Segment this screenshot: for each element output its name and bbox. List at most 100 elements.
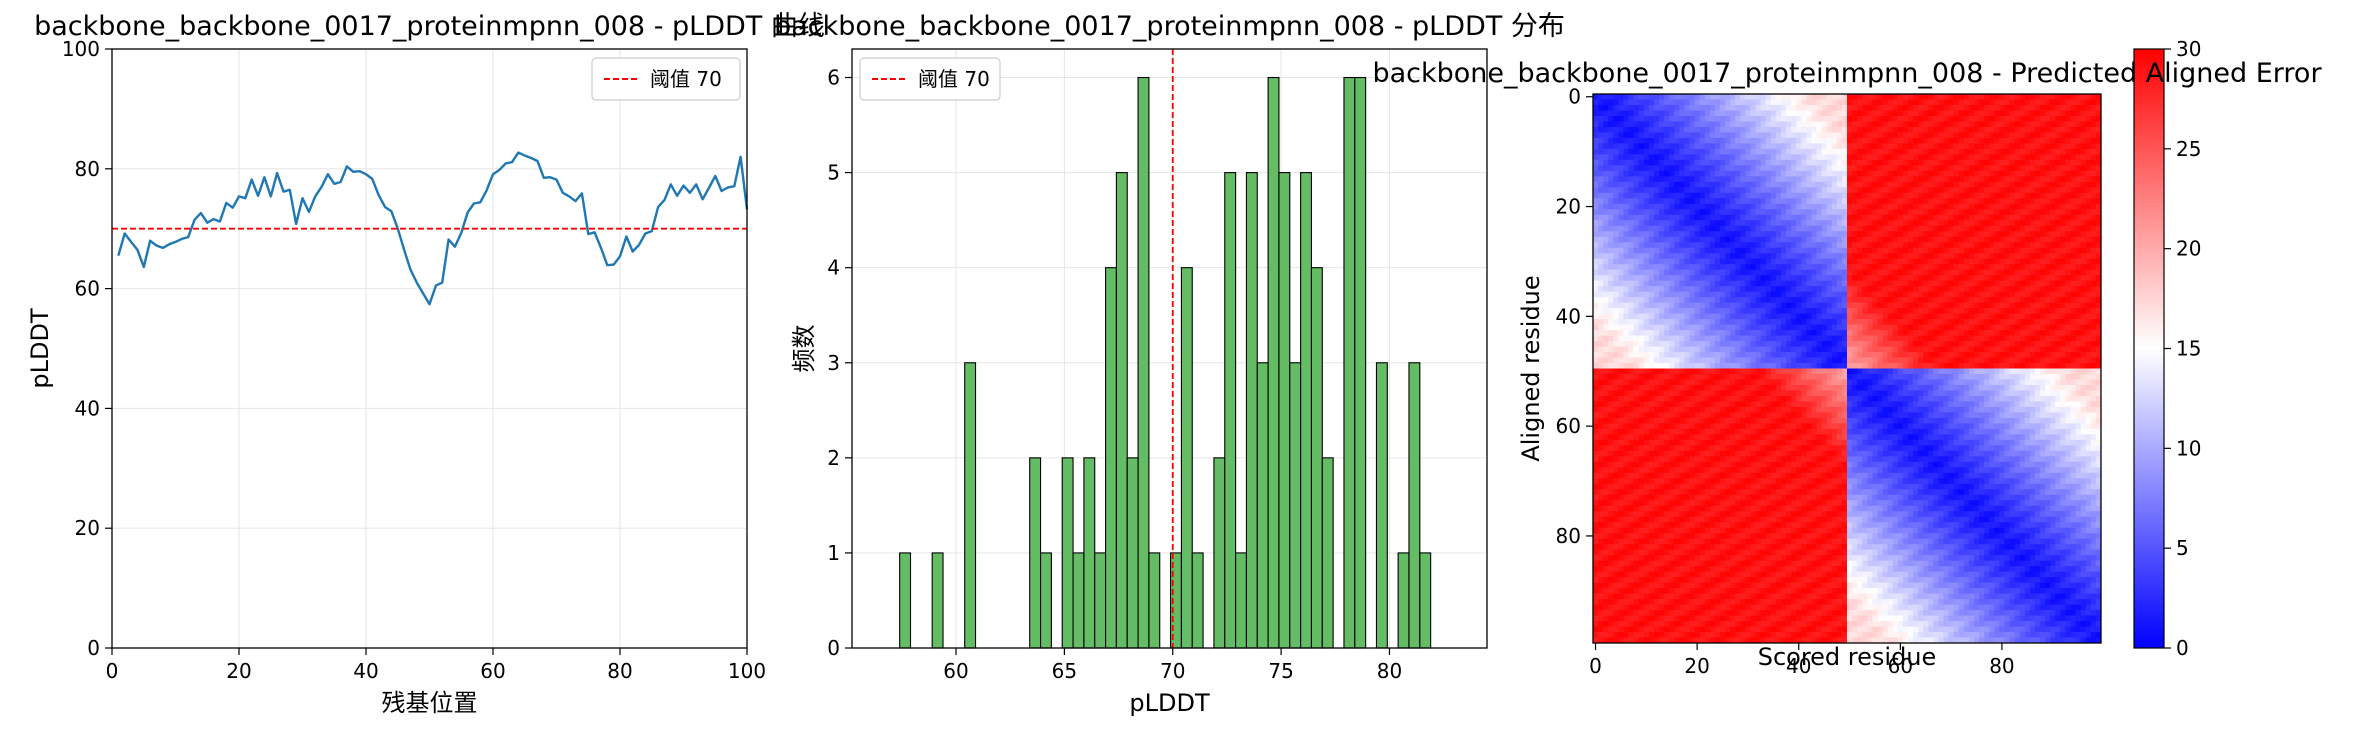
heatmap-cell [1765, 341, 1772, 347]
heatmap-cell [2090, 286, 2097, 293]
heatmap-cell [1907, 220, 1914, 227]
heatmap-cell [1679, 335, 1685, 342]
heatmap-cell [1897, 126, 1904, 133]
heatmap-cell [1974, 308, 1980, 314]
heatmap-cell [1750, 236, 1756, 243]
heatmap-cell [1943, 258, 1949, 265]
heatmap-cell [1709, 319, 1716, 325]
heatmap-cell [1984, 269, 1990, 276]
heatmap-cell [1913, 324, 1919, 331]
heatmap-cell [1958, 192, 1965, 199]
heatmap-cell [2090, 269, 2097, 276]
heatmap-cell [1989, 302, 1995, 309]
heatmap-cell [1862, 187, 1868, 194]
heatmap-cell [1796, 231, 1802, 238]
heatmap-cell [1979, 242, 1985, 249]
heatmap-cell [1623, 352, 1629, 358]
heatmap-cell [1593, 94, 1599, 100]
heatmap-cell [1714, 94, 1721, 100]
heatmap-cell [1603, 132, 1609, 139]
heatmap-cell [1664, 247, 1670, 254]
heatmap-cell [1638, 253, 1645, 260]
heatmap-cell [1852, 236, 1858, 243]
heatmap-cell [1618, 247, 1624, 254]
heatmap-cell [1648, 242, 1655, 249]
heatmap-cell [1968, 258, 1975, 265]
heatmap-cell [1968, 154, 1975, 161]
heatmap-cell [1847, 198, 1853, 205]
heatmap-cell [1613, 324, 1619, 331]
heatmap-cell [1958, 126, 1965, 133]
heatmap-cell [1816, 121, 1822, 128]
heatmap-cell [1902, 176, 1909, 183]
heatmap-cell [2050, 286, 2056, 293]
heatmap-cell [2009, 352, 2016, 358]
heatmap-cell [1836, 121, 1843, 128]
heatmap-cell [1735, 115, 1741, 122]
heatmap-cell [1806, 236, 1812, 243]
heatmap-cell [1709, 132, 1716, 139]
heatmap-cell [1887, 126, 1894, 133]
heatmap-cell [1745, 302, 1751, 309]
heatmap-cell [2029, 126, 2036, 133]
heatmap-cell [1638, 286, 1645, 293]
heatmap-cell [1877, 99, 1883, 106]
heatmap-cell [1999, 302, 2005, 309]
heatmap-cell [1968, 231, 1975, 238]
heatmap-cell [1760, 264, 1767, 271]
heatmap-cell [2009, 132, 2016, 139]
heatmap-cell [1862, 308, 1868, 314]
heatmap-cell [1786, 291, 1792, 298]
heatmap-cell [1968, 291, 1975, 298]
heatmap-cell [1974, 324, 1980, 331]
heatmap-cell [1704, 192, 1711, 199]
heatmap-cell [1918, 132, 1924, 139]
heatmap-cell [2019, 286, 2026, 293]
heatmap-cell [1902, 126, 1909, 133]
heatmap-cell [1674, 154, 1680, 161]
heatmap-cell [1882, 330, 1889, 336]
heatmap-cell [1618, 198, 1624, 205]
heatmap-cell [1877, 148, 1883, 155]
heatmap-cell [1938, 209, 1944, 216]
heatmap-cell [1963, 335, 1970, 342]
heatmap-cell [1786, 330, 1792, 336]
heatmap-cell [1943, 94, 1949, 100]
heatmap-cell [1750, 330, 1756, 336]
heatmap-cell [1968, 137, 1975, 144]
heatmap-cell [1968, 209, 1975, 216]
heatmap-cell [1938, 94, 1944, 100]
heatmap-cell [2060, 319, 2066, 325]
heatmap-cell [1623, 335, 1629, 342]
heatmap-cell [2080, 192, 2087, 199]
heatmap-cell [1948, 302, 1955, 309]
heatmap-cell [1796, 198, 1802, 205]
heatmap-cell [1907, 291, 1914, 298]
heatmap-cell [1852, 154, 1858, 161]
heatmap-cell [2085, 132, 2092, 139]
heatmap-cell [1933, 176, 1939, 183]
heatmap-cell [1760, 198, 1767, 205]
heatmap-cell [1638, 269, 1645, 276]
heatmap-cell [1653, 203, 1660, 210]
heatmap-cell [1791, 253, 1797, 260]
heatmap-cell [1689, 99, 1695, 106]
heatmap-cell [1674, 242, 1680, 249]
heatmap-cell [1887, 280, 1894, 287]
heatmap-cell [1664, 297, 1670, 304]
heatmap-cell [1694, 231, 1701, 238]
heatmap-cell [1603, 231, 1609, 238]
heatmap-cell [1786, 297, 1792, 304]
heatmap-cell [1872, 324, 1878, 331]
heatmap-cell [1989, 170, 1995, 177]
heatmap-cell [1730, 214, 1736, 221]
heatmap-cell [2004, 181, 2010, 188]
heatmap-cell [2004, 319, 2010, 325]
heatmap-cell [2029, 258, 2036, 265]
heatmap-cell [1841, 324, 1848, 331]
heatmap-cell [1638, 187, 1645, 194]
heatmap-cell [1765, 258, 1772, 265]
heatmap-cell [1720, 143, 1726, 150]
heatmap-cell [1862, 253, 1868, 260]
heatmap-cell [2019, 319, 2026, 325]
